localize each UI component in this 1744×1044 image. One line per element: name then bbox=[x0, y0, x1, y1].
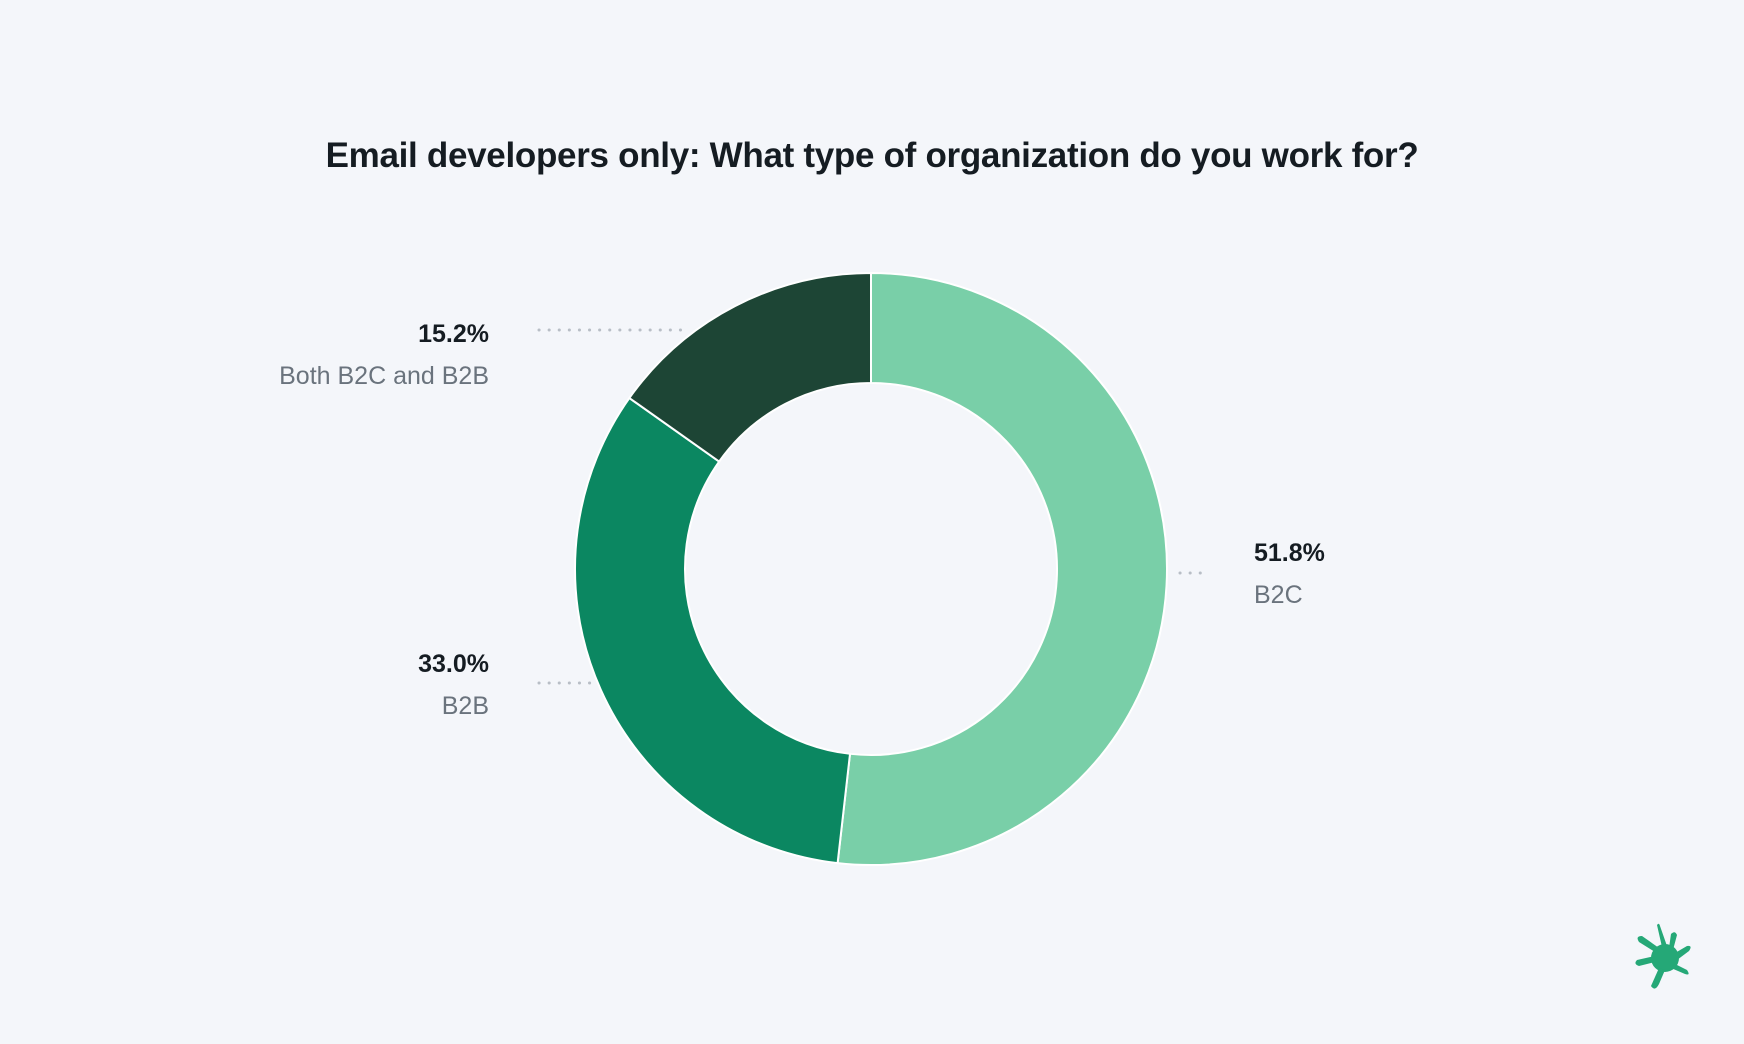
chart-title: Email developers only: What type of orga… bbox=[325, 136, 1419, 175]
splat-logo-icon bbox=[1635, 923, 1691, 989]
value-label: 15.2% bbox=[418, 320, 489, 348]
value-label: 51.8% bbox=[1254, 539, 1325, 567]
donut-slice-b2c bbox=[836, 271, 1168, 866]
data-label-b2c: 51.8% B2C bbox=[1254, 538, 1325, 610]
donut-slice-both-b2c-and-b2b bbox=[627, 271, 872, 463]
value-label: 33.0% bbox=[418, 650, 489, 678]
category-label: B2C bbox=[1254, 581, 1303, 609]
donut-slice-b2b bbox=[574, 396, 852, 865]
data-label-b2b: 33.0% B2B bbox=[418, 649, 489, 721]
category-label: B2B bbox=[441, 692, 489, 720]
data-label-both: 15.2% Both B2C and B2B bbox=[279, 319, 489, 391]
leader-lines bbox=[537, 328, 1209, 685]
category-label: Both B2C and B2B bbox=[279, 362, 489, 390]
